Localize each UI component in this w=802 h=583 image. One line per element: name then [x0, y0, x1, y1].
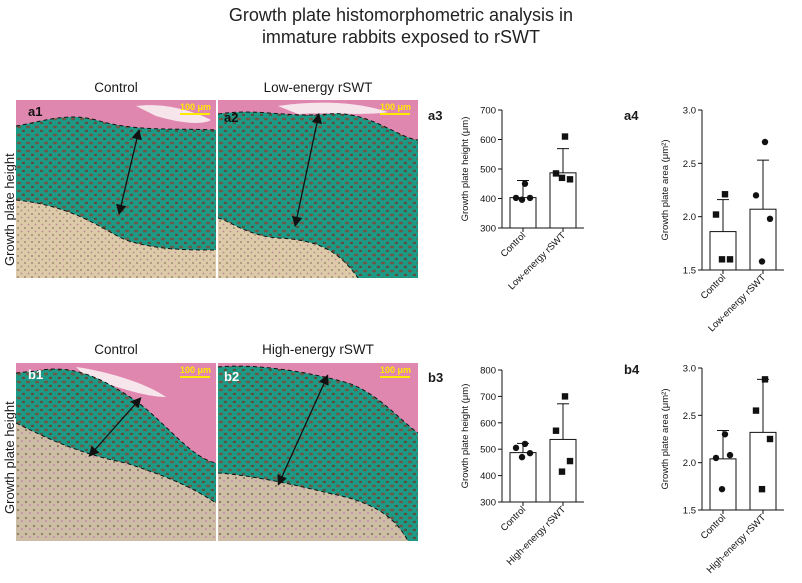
micrograph-b1 — [16, 363, 216, 541]
data-point — [718, 256, 726, 263]
data-point — [558, 468, 566, 475]
data-point — [512, 444, 520, 452]
y-tick-label: 2.5 — [683, 411, 696, 422]
micrograph-a1 — [16, 100, 216, 278]
y-tick-label: 3.0 — [683, 106, 696, 117]
panel-a2-header: Low-energy rSWT — [263, 80, 373, 95]
data-point — [752, 192, 760, 199]
y-tick-label: 700 — [480, 106, 496, 117]
y-tick-label: 2.0 — [683, 458, 696, 469]
micrograph-b2 — [218, 363, 418, 541]
data-point — [761, 376, 769, 383]
y-tick-label: 300 — [480, 224, 496, 235]
panel-b2-scale-bar — [380, 376, 410, 378]
category-label: Control — [499, 504, 528, 533]
data-point — [712, 211, 720, 218]
data-point — [518, 453, 526, 461]
y-tick-label: 800 — [480, 366, 496, 377]
data-point — [521, 440, 529, 448]
y-axis-label: Growth plate height (μm) — [460, 117, 471, 222]
data-point — [518, 196, 526, 203]
chart-a3: 300 400 500 600 700 Growth plate height (μm) C… — [440, 100, 590, 330]
bar — [509, 452, 537, 503]
data-point — [552, 427, 560, 434]
title-line-1: Growth plate histomorphometric analysis … — [228, 5, 574, 25]
data-point — [752, 407, 760, 414]
data-point — [721, 191, 729, 198]
data-point — [526, 449, 534, 457]
data-point — [561, 133, 569, 140]
panel-b2-label: b2 — [224, 369, 240, 384]
category-label: Control — [699, 512, 728, 541]
y-tick-label: 1.5 — [683, 266, 696, 277]
bar — [709, 231, 737, 271]
y-tick-label: 2.5 — [683, 159, 696, 170]
data-point — [561, 393, 569, 400]
bar — [709, 458, 737, 511]
data-point — [726, 256, 734, 263]
chart-b3: 300 400 500 600 700 800 Growth plate height (μ… — [440, 362, 590, 582]
y-tick-label: 2.0 — [683, 212, 696, 223]
data-point — [512, 194, 520, 202]
data-point — [712, 454, 720, 462]
panel-b1-header: Control — [94, 342, 138, 357]
chart-b4: 1.5 2.0 2.5 3.0 Growth plate area (μm²) Contr… — [640, 360, 790, 582]
chart-a4-label: a4 — [624, 108, 639, 123]
y-tick-label: 300 — [480, 498, 496, 509]
data-point — [726, 451, 734, 459]
y-tick-label: 400 — [480, 471, 496, 482]
panel-a2-label: a2 — [224, 110, 239, 125]
micrograph-a2 — [218, 100, 418, 278]
y-tick-label: 700 — [480, 392, 496, 403]
row-b-side-label: Growth plate height — [2, 401, 17, 514]
data-point — [758, 258, 766, 265]
data-point — [521, 180, 529, 187]
panel-b1-label: b1 — [28, 367, 44, 382]
chart-b3-label: b3 — [428, 370, 444, 385]
y-axis-label: Growth plate area (μm²) — [660, 388, 671, 489]
data-point — [558, 174, 566, 182]
data-point — [718, 485, 726, 493]
title-line-2: immature rabbits exposed to rSWT — [261, 27, 541, 47]
data-point — [761, 138, 769, 146]
y-axis-label: Growth plate height (μm) — [460, 384, 471, 489]
panel-a1-scale-bar — [180, 113, 210, 115]
panel-b1-scale-bar — [180, 376, 210, 378]
panel-b1-scale-label: 100 μm — [180, 365, 212, 375]
panel-b2-scale-label: 100 μm — [380, 365, 412, 375]
y-tick-label: 600 — [480, 418, 496, 429]
data-point — [721, 431, 729, 438]
chart-b4-label: b4 — [624, 362, 640, 377]
row-a-side-label: Growth plate height — [2, 153, 17, 266]
y-tick-label: 400 — [480, 194, 496, 205]
panel-a2-scale-bar — [380, 113, 410, 115]
category-label: Control — [499, 230, 528, 259]
y-tick-label: 500 — [480, 165, 496, 176]
data-point — [552, 170, 560, 177]
bar — [749, 431, 777, 511]
data-point — [566, 176, 574, 183]
y-tick-label: 600 — [480, 135, 496, 146]
panel-a1-label: a1 — [28, 104, 43, 119]
y-tick-label: 500 — [480, 445, 496, 456]
y-tick-label: 1.5 — [683, 506, 696, 517]
panel-b2-header: High-energy rSWT — [262, 342, 374, 357]
category-label: Control — [699, 272, 728, 301]
data-point — [526, 194, 534, 202]
chart-a4: 1.5 2.0 2.5 3.0 Growth plate area (μm²) Contr… — [640, 100, 790, 334]
data-point — [766, 435, 774, 443]
data-point — [566, 457, 574, 465]
y-axis-label: Growth plate area (μm²) — [660, 139, 671, 240]
data-point — [758, 485, 766, 493]
panel-a1-header: Control — [94, 80, 138, 95]
data-point — [766, 215, 774, 222]
y-tick-label: 3.0 — [683, 364, 696, 375]
panel-a2-scale-label: 100 μm — [380, 102, 412, 112]
chart-a3-label: a3 — [428, 108, 443, 123]
panel-a1-scale-label: 100 μm — [180, 102, 212, 112]
figure-title: Growth plate histomorphometric analysis … — [0, 4, 802, 48]
